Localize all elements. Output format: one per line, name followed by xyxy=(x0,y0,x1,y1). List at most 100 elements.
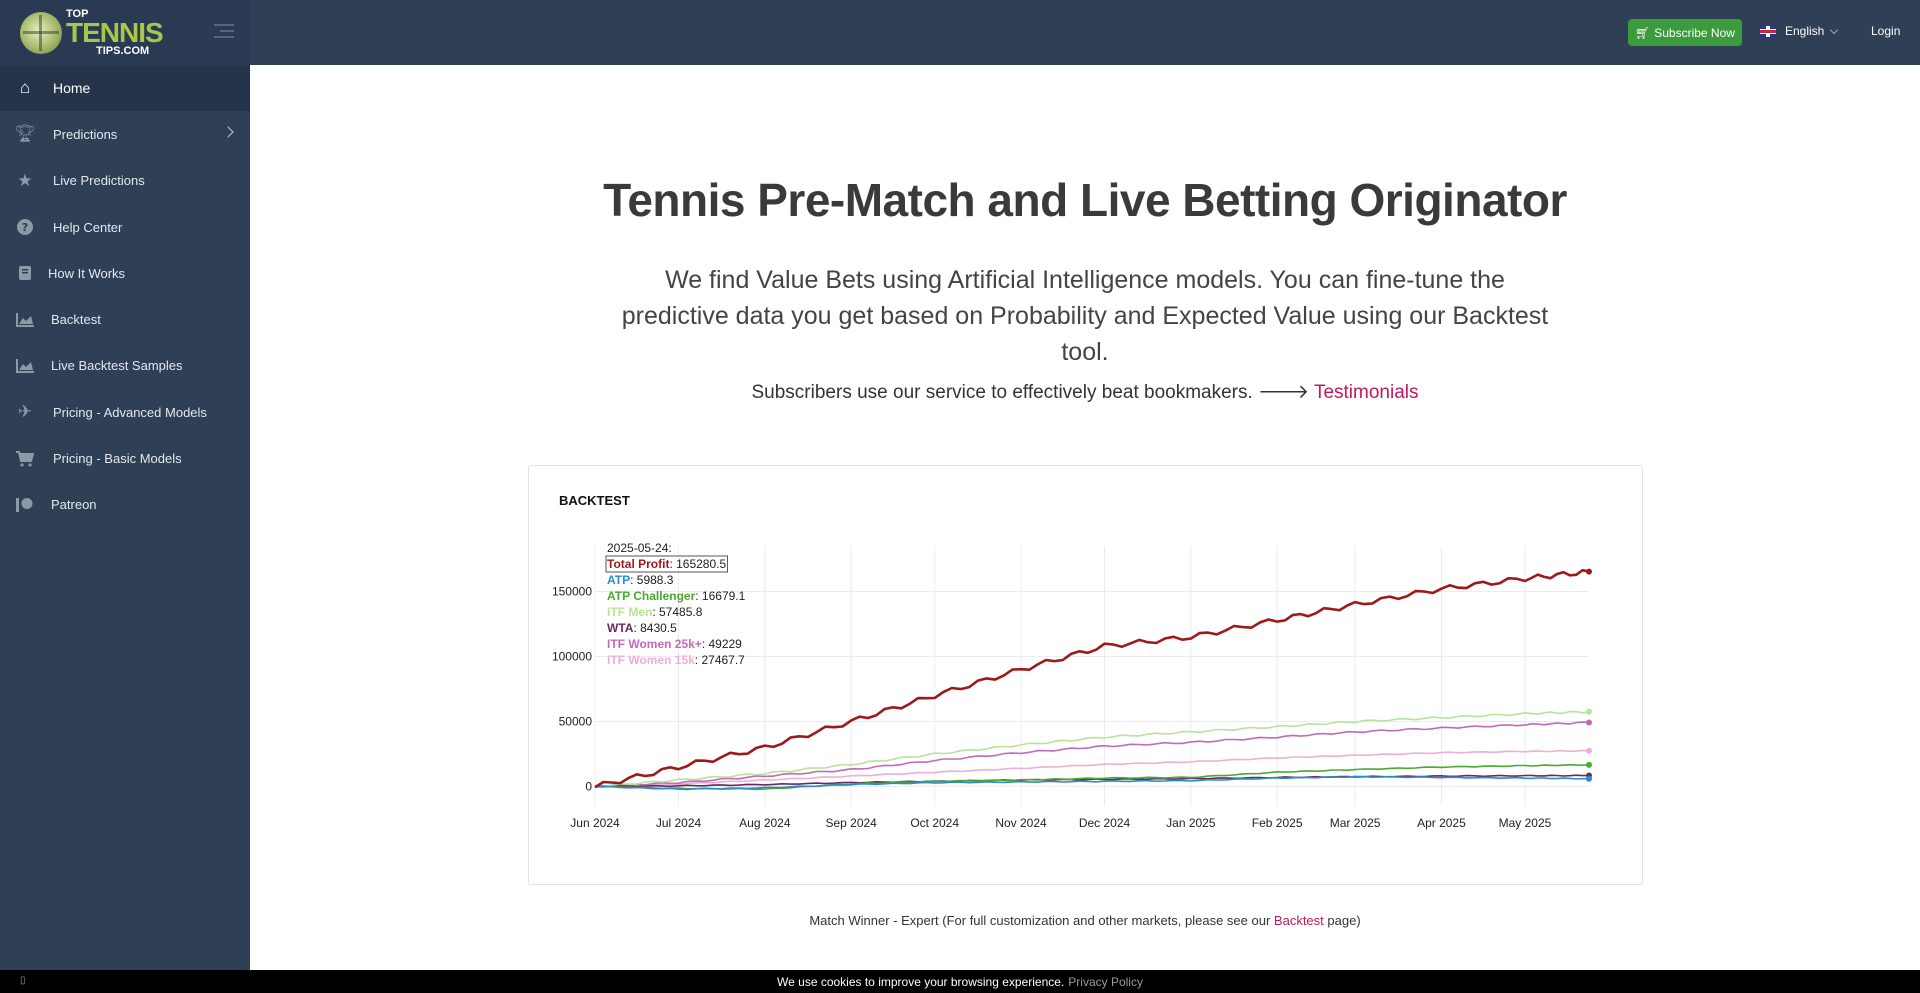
y-tick-label: 0 xyxy=(585,780,592,794)
backtest-link[interactable]: Backtest xyxy=(1273,913,1324,928)
sidebar-item-label: Live Predictions xyxy=(53,173,145,189)
login-link[interactable]: Login xyxy=(1871,24,1901,38)
cookie-text: We use cookies to improve your browsing … xyxy=(777,974,1065,989)
sidebar-item-live-backtest-samples[interactable]: Live Backtest Samples xyxy=(0,343,250,389)
language-label: English xyxy=(1785,24,1825,38)
series-line-itf-women-15k xyxy=(594,749,1590,788)
tooltip-entry: WTA: 8430.5 xyxy=(607,621,677,635)
x-tick-label: Apr 2025 xyxy=(1417,816,1466,830)
tooltip-series-value: : 16679.1 xyxy=(695,589,745,603)
trophy-icon: 🏆︎ xyxy=(14,124,36,144)
tooltip-entry: ATP: 5988.3 xyxy=(607,573,674,587)
series-end-marker xyxy=(1586,708,1592,715)
tooltip-entry: ATP Challenger: 16679.1 xyxy=(607,589,746,603)
tooltip-series-name: ATP Challenger xyxy=(607,589,696,603)
tooltip-series-value: : 27467.7 xyxy=(695,653,745,667)
sidebar-item-label: Help Center xyxy=(53,219,123,235)
tooltip-series-name: ITF Men xyxy=(607,605,652,619)
tooltip-highlight-box xyxy=(605,555,728,573)
sidebar-item-label: Pricing - Advanced Models xyxy=(53,404,207,420)
sidebar-item-label: How It Works xyxy=(48,265,126,281)
tooltip-entry: ITF Women 25k+: 49229 xyxy=(607,637,742,651)
sidebar-item-label: Predictions xyxy=(53,126,118,142)
x-tick-label: Feb 2025 xyxy=(1252,816,1303,830)
x-tick-label: Mar 2025 xyxy=(1330,816,1381,830)
sidebar: TOP TENNIS TIPS.COM ⌂ Home 🏆︎ Prediction… xyxy=(0,0,250,993)
sidebar-item-pricing-basic[interactable]: Pricing - Basic Models xyxy=(0,435,250,481)
tooltip-series-value: : 57485.8 xyxy=(652,605,702,619)
backtest-chart[interactable]: Jun 2024 Jul 2024 Aug 2024 Sep 2024 Oct 2024… xyxy=(529,526,1642,886)
sidebar-item-backtest[interactable]: Backtest xyxy=(0,296,250,342)
series-line-wta xyxy=(594,774,1590,788)
x-tick-label: Jul 2024 xyxy=(656,816,702,830)
sidebar-item-help-center[interactable]: ? Help Center xyxy=(0,204,250,250)
x-tick-label: Aug 2024 xyxy=(739,816,791,830)
sidebar-item-label: Patreon xyxy=(51,497,97,513)
series-end-marker xyxy=(1586,747,1592,754)
tooltip-series-name: ATP xyxy=(607,573,630,587)
cart-icon: 🛒︎ xyxy=(1635,25,1651,40)
sidebar-item-pricing-advanced[interactable]: ✈ Pricing - Advanced Models xyxy=(0,389,250,435)
caption-text-end: page) xyxy=(1327,913,1361,928)
logo[interactable]: TOP TENNIS TIPS.COM xyxy=(0,0,250,65)
subscribers-line: Subscribers use our service to effective… xyxy=(250,380,1920,404)
tooltip-series-name: ITF Women 25k+ xyxy=(607,637,702,651)
subscribe-now-button[interactable]: 🛒︎ Subscribe Now xyxy=(1628,19,1742,46)
book-icon xyxy=(14,263,36,283)
question-icon: ? xyxy=(14,217,36,237)
cart-icon xyxy=(14,449,36,469)
x-tick-label: Jun 2024 xyxy=(570,816,620,830)
language-selector[interactable]: English xyxy=(1760,24,1839,38)
logo-sub-text: TIPS.COM xyxy=(96,44,150,57)
sidebar-item-live-predictions[interactable]: ★ Live Predictions xyxy=(0,158,250,204)
sidebar-item-predictions[interactable]: 🏆︎ Predictions xyxy=(0,111,250,157)
sidebar-item-home[interactable]: ⌂ Home xyxy=(0,65,250,112)
x-tick-label: Jan 2025 xyxy=(1166,816,1216,830)
series-line-total-profit xyxy=(594,568,1590,789)
svg-text:?: ? xyxy=(22,221,28,234)
series-end-marker xyxy=(1586,761,1592,768)
series-end-marker xyxy=(1586,568,1592,575)
logo-top-text: TOP xyxy=(66,7,89,20)
logo-main-text: TENNIS xyxy=(66,16,164,48)
subscribe-now-label: Subscribe Now xyxy=(1654,25,1735,40)
tooltip-date: 2025-05-24: xyxy=(607,541,672,555)
testimonials-link[interactable]: Testimonials xyxy=(1313,382,1419,403)
x-tick-label: Sep 2024 xyxy=(825,816,877,830)
menu-toggle-icon[interactable] xyxy=(214,24,234,42)
series-line-itf-women-25k- xyxy=(594,721,1590,788)
x-tick-label: Nov 2024 xyxy=(995,816,1047,830)
cookie-banner: ▯ We use cookies to improve your browsin… xyxy=(0,970,1920,993)
sidebar-item-patreon[interactable]: Patreon xyxy=(0,482,250,528)
sidebar-item-how-it-works[interactable]: How It Works xyxy=(0,250,250,296)
hero-lead-text: We find Value Bets using Artificial Inte… xyxy=(621,266,1549,366)
tooltip-entry: Total Profit: 165280.5 xyxy=(607,557,726,571)
series-line-itf-men xyxy=(594,710,1590,788)
subscribers-text: Subscribers use our service to effective… xyxy=(751,382,1253,403)
series-end-marker xyxy=(1586,775,1592,782)
tooltip-entry: ITF Men: 57485.8 xyxy=(607,605,703,619)
area-chart-icon xyxy=(14,310,36,330)
sidebar-item-label: Pricing - Basic Models xyxy=(53,451,182,467)
star-icon: ★ xyxy=(17,170,33,190)
tooltip-series-name: WTA xyxy=(607,621,634,635)
privacy-policy-link[interactable]: Privacy Policy xyxy=(1068,974,1143,989)
backtest-card: BACKTEST Jun 2024 Jul 2024 Aug 2024 Sep 202… xyxy=(528,465,1643,885)
home-icon: ⌂ xyxy=(19,78,31,98)
backtest-title: BACKTEST xyxy=(559,493,630,508)
x-tick-label: Dec 2024 xyxy=(1079,816,1131,830)
tooltip-series-value: : 8430.5 xyxy=(633,621,677,635)
x-tick-label: May 2025 xyxy=(1499,816,1552,830)
tooltip-series-value: : 49229 xyxy=(702,637,742,651)
tooltip-series-name: Total Profit xyxy=(607,557,669,571)
series-line-atp-challenger xyxy=(594,763,1590,791)
chevron-right-icon xyxy=(222,126,234,138)
series-line-atp xyxy=(594,775,1589,791)
cookie-icon: ▯ xyxy=(20,975,26,986)
tooltip-series-name: ITF Women 15k xyxy=(607,653,695,667)
patreon-icon xyxy=(14,495,36,515)
x-tick-label: Oct 2024 xyxy=(910,816,959,830)
sidebar-item-label: Live Backtest Samples xyxy=(51,358,183,374)
y-tick-label: 150000 xyxy=(552,585,592,599)
arrow-right-icon: 🡒 xyxy=(1258,382,1310,403)
